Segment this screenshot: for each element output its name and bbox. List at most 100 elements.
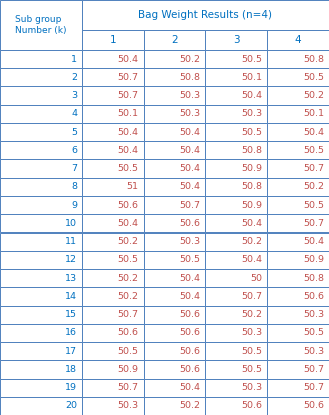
Text: 50.9: 50.9	[241, 164, 262, 173]
Text: 50.3: 50.3	[179, 237, 200, 246]
Text: 11: 11	[65, 237, 77, 246]
Text: 50.4: 50.4	[180, 383, 200, 392]
Text: 50.4: 50.4	[180, 292, 200, 301]
Text: 50.7: 50.7	[303, 164, 324, 173]
Text: 50.4: 50.4	[180, 182, 200, 191]
Text: 10: 10	[65, 219, 77, 228]
Text: 50.4: 50.4	[241, 255, 262, 264]
Text: Sub group
Number (k): Sub group Number (k)	[15, 15, 67, 35]
Bar	[0, 123, 82, 141]
Text: 50.4: 50.4	[118, 146, 139, 155]
Text: 50.3: 50.3	[241, 383, 262, 392]
Bar	[267, 178, 329, 196]
Text: 3: 3	[71, 91, 77, 100]
Bar	[0, 68, 82, 86]
Text: 50.4: 50.4	[118, 55, 139, 63]
Bar	[206, 68, 267, 86]
Text: 50.2: 50.2	[241, 310, 262, 319]
Bar	[206, 251, 267, 269]
Bar	[144, 360, 206, 378]
Bar	[144, 50, 206, 68]
Text: 19: 19	[65, 383, 77, 392]
Text: 50.1: 50.1	[241, 73, 262, 82]
Bar	[0, 269, 82, 287]
Bar	[0, 0, 82, 50]
Bar	[267, 232, 329, 251]
Bar	[0, 214, 82, 232]
Text: 50.4: 50.4	[180, 146, 200, 155]
Text: 20: 20	[65, 401, 77, 410]
Bar	[82, 0, 329, 30]
Bar	[0, 159, 82, 178]
Text: 50.5: 50.5	[118, 164, 139, 173]
Bar	[206, 287, 267, 305]
Text: 50.6: 50.6	[180, 347, 200, 356]
Bar	[0, 287, 82, 305]
Bar	[0, 50, 82, 68]
Bar	[0, 378, 82, 397]
Bar	[82, 105, 144, 123]
Bar	[267, 251, 329, 269]
Bar	[82, 342, 144, 360]
Text: 50.7: 50.7	[118, 91, 139, 100]
Text: 50.7: 50.7	[241, 292, 262, 301]
Bar	[206, 305, 267, 324]
Text: 50.2: 50.2	[180, 55, 200, 63]
Text: 3: 3	[233, 35, 240, 45]
Bar	[267, 397, 329, 415]
Text: 16: 16	[65, 328, 77, 337]
Text: 50.4: 50.4	[241, 219, 262, 228]
Bar	[206, 178, 267, 196]
Text: 50.8: 50.8	[241, 182, 262, 191]
Text: 50.6: 50.6	[118, 200, 139, 210]
Bar	[82, 360, 144, 378]
Bar	[0, 196, 82, 214]
Bar	[0, 105, 82, 123]
Text: 8: 8	[71, 182, 77, 191]
Text: 50.4: 50.4	[180, 128, 200, 137]
Bar	[82, 50, 144, 68]
Text: 50.4: 50.4	[303, 128, 324, 137]
Text: 50.5: 50.5	[303, 146, 324, 155]
Bar	[0, 324, 82, 342]
Bar	[144, 123, 206, 141]
Text: 50.7: 50.7	[118, 310, 139, 319]
Text: 50.2: 50.2	[241, 237, 262, 246]
Bar	[144, 324, 206, 342]
Bar	[82, 214, 144, 232]
Bar	[82, 196, 144, 214]
Bar	[82, 141, 144, 159]
Bar	[267, 378, 329, 397]
Text: 50.3: 50.3	[179, 110, 200, 118]
Bar	[144, 305, 206, 324]
Bar	[144, 232, 206, 251]
Text: 1: 1	[110, 35, 116, 45]
Text: 13: 13	[65, 273, 77, 283]
Bar	[144, 68, 206, 86]
Bar	[267, 214, 329, 232]
Bar	[144, 86, 206, 105]
Bar	[0, 232, 82, 251]
Text: 50.5: 50.5	[303, 73, 324, 82]
Bar	[267, 141, 329, 159]
Text: 50.3: 50.3	[241, 328, 262, 337]
Bar	[206, 196, 267, 214]
Bar	[144, 159, 206, 178]
Text: 14: 14	[65, 292, 77, 301]
Text: 50.1: 50.1	[118, 110, 139, 118]
Text: 50.5: 50.5	[180, 255, 200, 264]
Text: 50.3: 50.3	[303, 347, 324, 356]
Text: 50.4: 50.4	[180, 273, 200, 283]
Text: 50.4: 50.4	[118, 219, 139, 228]
Bar	[267, 105, 329, 123]
Bar	[82, 159, 144, 178]
Bar	[206, 50, 267, 68]
Text: 7: 7	[71, 164, 77, 173]
Bar	[206, 86, 267, 105]
Bar	[206, 324, 267, 342]
Bar	[267, 305, 329, 324]
Text: 50.6: 50.6	[241, 401, 262, 410]
Bar	[267, 324, 329, 342]
Text: 50.5: 50.5	[241, 128, 262, 137]
Text: 50.5: 50.5	[303, 200, 324, 210]
